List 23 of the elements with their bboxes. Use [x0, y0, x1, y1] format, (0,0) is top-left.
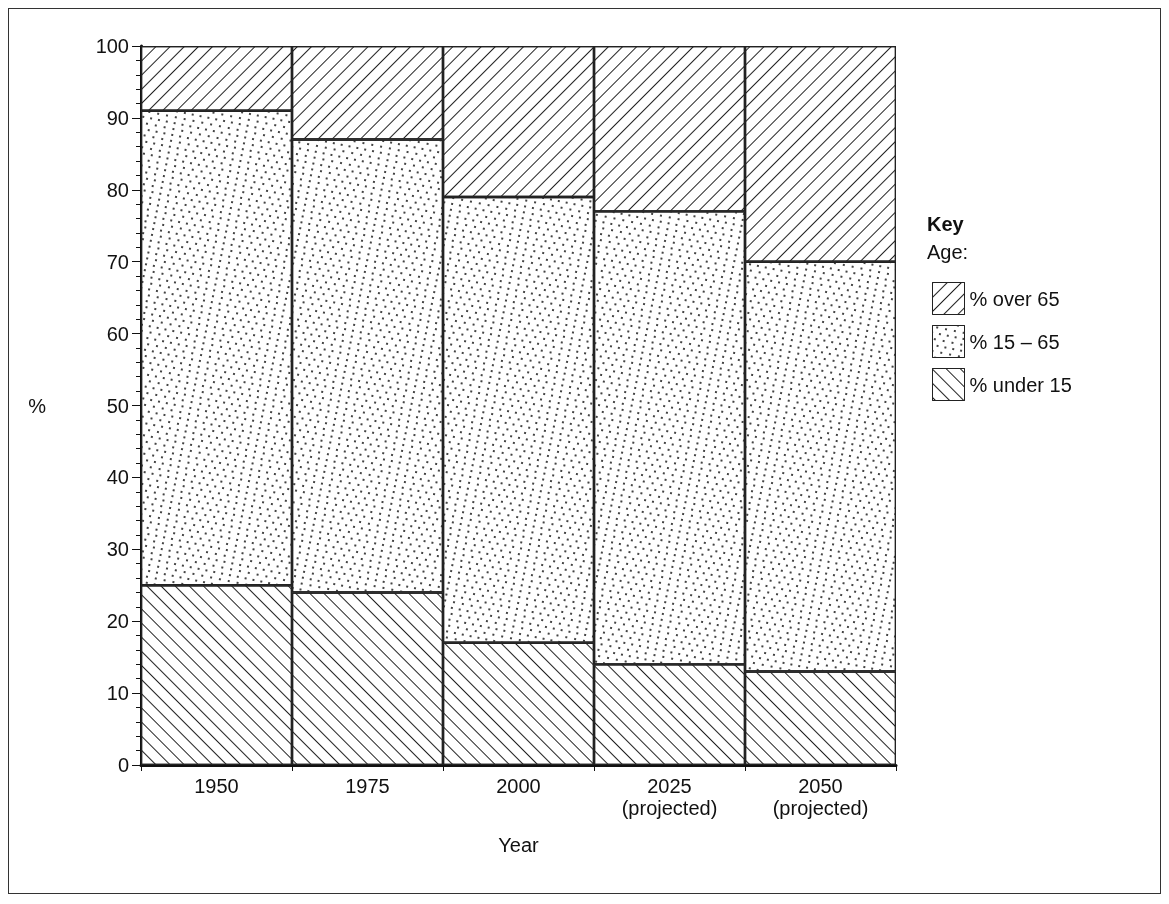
y-tick-label: 70 — [106, 250, 129, 273]
y-tick-label: 50 — [106, 394, 129, 417]
y-tick-label: 10 — [106, 682, 129, 705]
y-axis-title: % — [28, 394, 47, 417]
x-tick-label: 1975 — [345, 775, 390, 797]
y-tick-label: 90 — [106, 106, 129, 129]
y-tick-label: 80 — [106, 178, 129, 201]
x-tick-label: 2050 (projected) — [772, 775, 869, 819]
x-tick-label: 1950 — [194, 775, 239, 797]
y-tick-label: 20 — [106, 610, 129, 633]
y-tick-label: 100 — [95, 35, 129, 57]
legend-label: % over 65 — [969, 287, 1060, 310]
legend-label: % under 15 — [969, 373, 1072, 396]
y-tick-label: 40 — [106, 466, 129, 489]
y-tick-label: 30 — [106, 538, 129, 561]
legend-title: Key — [927, 213, 965, 235]
y-tick-label: 60 — [106, 322, 129, 345]
x-tick-label: 2000 — [496, 775, 541, 797]
legend-label: % 15 – 65 — [969, 330, 1060, 353]
x-tick-label: 2025 (projected) — [621, 775, 718, 819]
x-axis-title: Year — [498, 834, 540, 856]
y-tick-label: 0 — [117, 754, 129, 776]
text: Age: — [927, 241, 969, 263]
